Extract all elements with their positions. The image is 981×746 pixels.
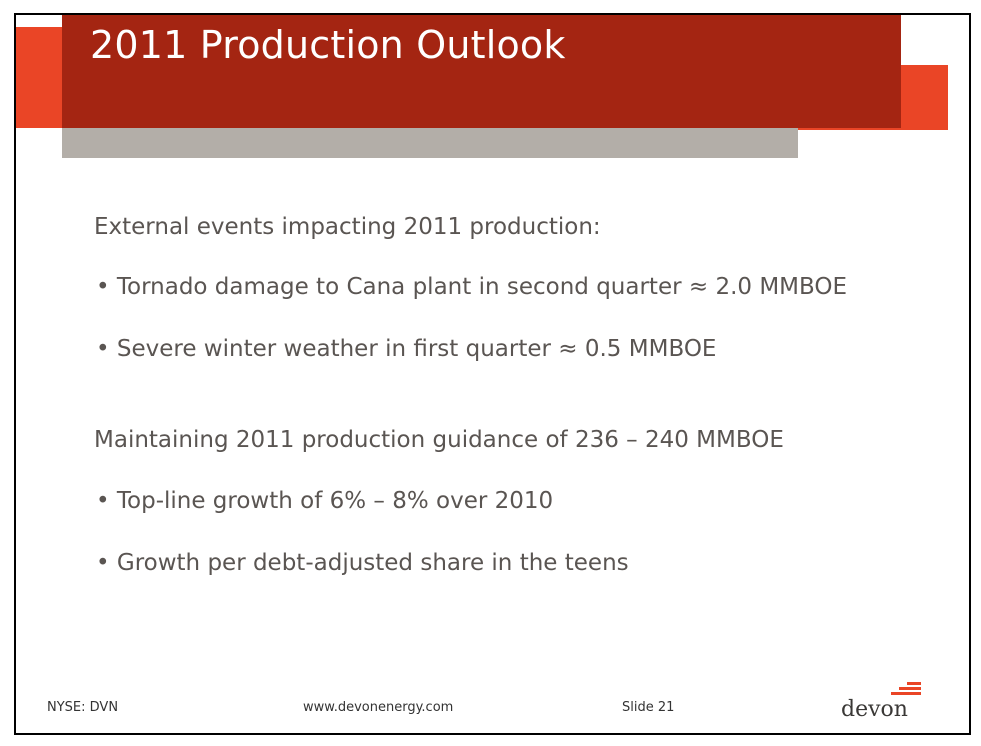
logo-stripe-icon bbox=[891, 692, 921, 695]
footer-slide-number: Slide 21 bbox=[622, 700, 675, 715]
slide-title: 2011 Production Outlook bbox=[90, 23, 566, 67]
bullet-winter-weather: • Severe winter weather in first quarter… bbox=[96, 336, 717, 362]
section-heading-external-events: External events impacting 2011 productio… bbox=[94, 214, 601, 240]
logo-stripe-icon bbox=[907, 682, 921, 685]
logo-wordmark: devon bbox=[841, 697, 908, 722]
footer-ticker: NYSE: DVN bbox=[47, 700, 119, 715]
section-heading-guidance: Maintaining 2011 production guidance of … bbox=[94, 427, 784, 453]
slide: 2011 Production Outlook External events … bbox=[14, 13, 971, 735]
bullet-tornado-damage: • Tornado damage to Cana plant in second… bbox=[96, 274, 848, 300]
title-bar bbox=[62, 15, 901, 128]
logo-stripe-icon bbox=[899, 687, 921, 690]
bullet-growth-per-share: • Growth per debt-adjusted share in the … bbox=[96, 550, 629, 576]
decor-orange-left-bar bbox=[16, 27, 66, 128]
devon-logo: devon bbox=[841, 682, 921, 722]
footer-website: www.devonenergy.com bbox=[303, 700, 454, 715]
bullet-top-line-growth: • Top-line growth of 6% – 8% over 2010 bbox=[96, 488, 554, 514]
